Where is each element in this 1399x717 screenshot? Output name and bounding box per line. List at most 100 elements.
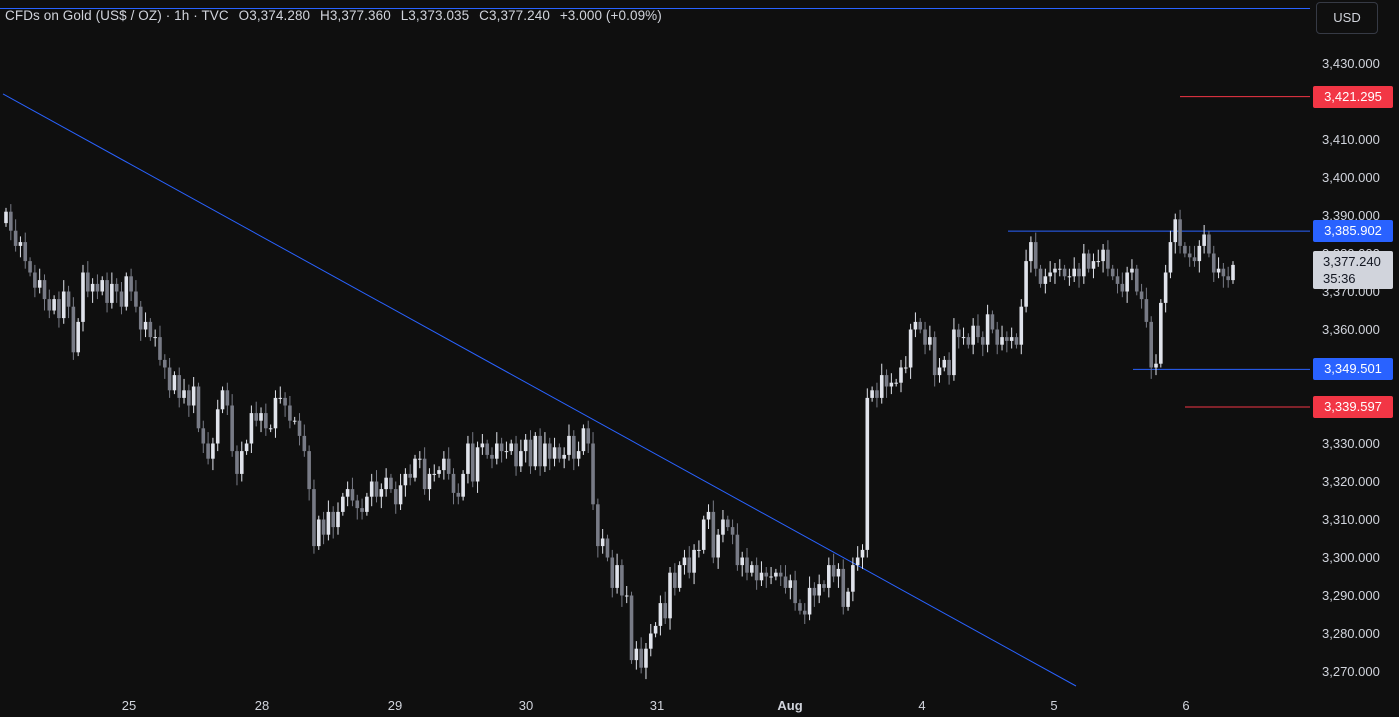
candle-body (345, 489, 350, 497)
candle-body (437, 470, 441, 474)
candle-body (514, 443, 518, 467)
candle-body (326, 511, 331, 535)
candle-body (576, 451, 581, 459)
candle-body (875, 390, 879, 398)
candle-body (427, 473, 432, 490)
candle-body (321, 519, 326, 535)
candle-body (71, 306, 76, 353)
candle-body (1062, 268, 1067, 277)
candle-body (1005, 337, 1009, 341)
candle-body (95, 283, 100, 292)
candle-body (668, 572, 672, 619)
candle-body (259, 413, 263, 421)
candle-body (523, 439, 528, 452)
candle-body (1207, 234, 1211, 254)
x-tick-label: 25 (121, 698, 137, 713)
candle-body (692, 549, 696, 573)
candle-body (1038, 268, 1043, 284)
candle-body (1048, 272, 1052, 277)
candle-body (1192, 257, 1197, 262)
timeframe-label[interactable]: 1h (174, 8, 190, 23)
candle-body (244, 443, 249, 452)
candle-body (600, 538, 605, 547)
candle-body (538, 435, 542, 467)
candle-body (187, 390, 191, 406)
chart-plot-area[interactable] (0, 0, 1310, 717)
candle-body (37, 280, 42, 288)
currency-button[interactable]: USD (1316, 2, 1378, 34)
candle-body (644, 648, 648, 668)
candle-body (288, 405, 292, 421)
candle-body (249, 413, 254, 444)
candle-body (33, 272, 37, 288)
candle-body (831, 565, 836, 577)
candle-body (1168, 242, 1173, 273)
candle-body (1106, 249, 1110, 269)
candle-body (172, 375, 177, 391)
candle-body (995, 329, 1000, 345)
candle-body (1187, 253, 1192, 258)
candle-body (846, 591, 850, 607)
candle-body (446, 458, 451, 474)
candle-body (648, 633, 653, 649)
candle-body (778, 572, 783, 577)
candle-body (350, 489, 355, 501)
source-label: TVC (201, 8, 229, 23)
y-tick-label: 3,300.000 (1322, 549, 1380, 565)
candle-body (418, 458, 422, 460)
candle-body (966, 337, 971, 345)
candle-body (273, 397, 278, 429)
x-tick-label: 4 (918, 698, 926, 713)
candle-body (942, 359, 947, 368)
candle-body (884, 375, 889, 387)
candle-body (802, 610, 807, 615)
y-tick-label: 3,290.000 (1322, 587, 1380, 603)
candle-body (9, 211, 13, 231)
candle-body (634, 648, 639, 661)
header-separator: · (193, 8, 202, 23)
header-separator: · (165, 8, 175, 23)
candle-body (1091, 261, 1096, 269)
candle-body (355, 500, 360, 509)
price-axis[interactable]: 3,430.000 3,410.000 3,400.000 3,390.0003,38… (1310, 0, 1399, 717)
candle-body (596, 504, 600, 547)
candle-body (591, 443, 595, 505)
candle-body (653, 625, 658, 634)
candle-body (307, 451, 311, 490)
candle-body (990, 314, 995, 330)
candle-body (1211, 253, 1216, 273)
candle-body (18, 242, 23, 246)
candle-body (57, 299, 61, 319)
candle-body (1096, 261, 1101, 263)
candle-body (153, 337, 157, 339)
candle-body (480, 443, 485, 448)
candle-body (552, 447, 557, 459)
candle-body (1139, 291, 1144, 300)
candle-body (1130, 268, 1134, 273)
candle-body (1115, 276, 1120, 284)
candle-body (543, 443, 547, 467)
candle-body (721, 519, 725, 535)
candle-body (42, 280, 47, 300)
candle-body (408, 473, 412, 478)
candle-body (904, 367, 908, 369)
candle-body (360, 508, 364, 512)
candle-body (129, 276, 133, 292)
candle-body (769, 576, 773, 578)
candle-body (336, 511, 340, 528)
candle-body (1043, 276, 1048, 284)
candle-body (475, 447, 480, 482)
y-tick-label: 3,310.000 (1322, 511, 1380, 527)
symbol-name[interactable]: CFDs on Gold (US$ / OZ) (5, 8, 162, 23)
x-tick-label: 28 (254, 698, 270, 713)
candle-body (571, 435, 576, 459)
candle-body (976, 325, 980, 338)
y-tick-label: 3,330.000 (1322, 435, 1380, 451)
x-tick-label: 5 (1050, 698, 1058, 713)
candle-body (687, 557, 692, 573)
y-tick-label: 3,270.000 (1322, 663, 1380, 679)
descending-trendline[interactable] (2, 93, 1077, 687)
candle-body (1159, 302, 1163, 364)
candle-body (932, 337, 937, 376)
candle-body (369, 481, 374, 497)
